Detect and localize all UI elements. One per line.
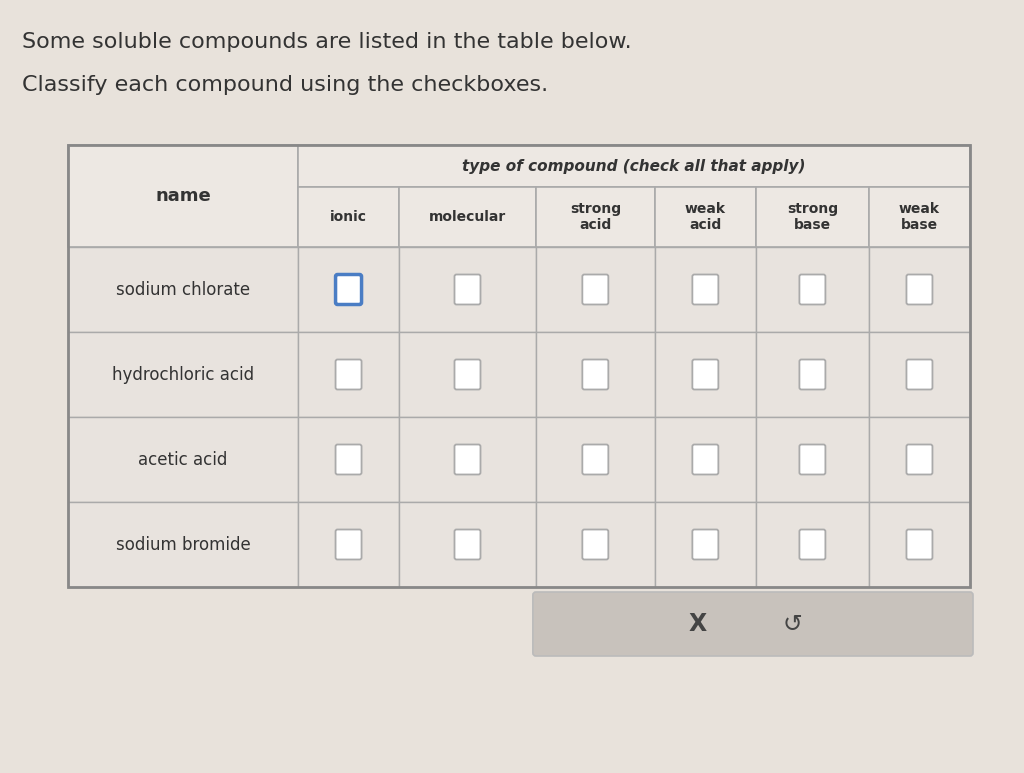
Bar <box>756 187 869 247</box>
Bar <box>68 502 298 587</box>
Bar <box>869 417 970 502</box>
Bar <box>298 417 399 502</box>
Bar <box>756 502 869 587</box>
Bar <box>68 145 298 247</box>
Bar <box>298 502 399 587</box>
FancyBboxPatch shape <box>455 274 480 305</box>
FancyBboxPatch shape <box>906 444 933 475</box>
Bar <box>654 247 756 332</box>
FancyBboxPatch shape <box>906 274 933 305</box>
Bar <box>536 502 654 587</box>
Text: X: X <box>689 612 707 636</box>
Bar <box>298 332 399 417</box>
Bar <box>68 417 298 502</box>
Bar <box>298 187 399 247</box>
Text: weak
base: weak base <box>899 202 940 232</box>
FancyBboxPatch shape <box>583 359 608 390</box>
FancyBboxPatch shape <box>692 444 719 475</box>
FancyBboxPatch shape <box>800 444 825 475</box>
Bar <box>399 502 536 587</box>
Text: ↺: ↺ <box>783 612 803 636</box>
Bar <box>399 187 536 247</box>
FancyBboxPatch shape <box>906 530 933 560</box>
Bar <box>756 332 869 417</box>
Bar <box>654 332 756 417</box>
Bar <box>68 332 298 417</box>
Text: molecular: molecular <box>429 210 506 224</box>
FancyBboxPatch shape <box>336 444 361 475</box>
Bar <box>869 247 970 332</box>
Bar <box>536 417 654 502</box>
FancyBboxPatch shape <box>455 530 480 560</box>
FancyBboxPatch shape <box>692 274 719 305</box>
FancyBboxPatch shape <box>336 359 361 390</box>
FancyBboxPatch shape <box>455 359 480 390</box>
FancyBboxPatch shape <box>906 359 933 390</box>
Bar <box>654 187 756 247</box>
FancyBboxPatch shape <box>336 274 361 305</box>
Bar <box>869 332 970 417</box>
Bar <box>68 247 298 332</box>
Text: weak
acid: weak acid <box>685 202 726 232</box>
FancyBboxPatch shape <box>800 359 825 390</box>
Bar <box>399 332 536 417</box>
Bar <box>399 417 536 502</box>
Text: type of compound (check all that apply): type of compound (check all that apply) <box>462 158 806 173</box>
Bar <box>399 247 536 332</box>
FancyBboxPatch shape <box>532 592 973 656</box>
Bar <box>68 145 970 587</box>
Text: strong
base: strong base <box>786 202 838 232</box>
FancyBboxPatch shape <box>800 274 825 305</box>
FancyBboxPatch shape <box>800 530 825 560</box>
Text: name: name <box>155 187 211 205</box>
Bar <box>654 417 756 502</box>
Bar <box>298 145 970 187</box>
Bar <box>869 502 970 587</box>
FancyBboxPatch shape <box>692 530 719 560</box>
Bar <box>536 332 654 417</box>
FancyBboxPatch shape <box>455 444 480 475</box>
FancyBboxPatch shape <box>583 530 608 560</box>
Bar <box>756 247 869 332</box>
FancyBboxPatch shape <box>583 274 608 305</box>
Bar <box>869 187 970 247</box>
Text: hydrochloric acid: hydrochloric acid <box>112 366 254 383</box>
Bar <box>536 187 654 247</box>
Text: sodium bromide: sodium bromide <box>116 536 251 553</box>
Bar <box>298 247 399 332</box>
FancyBboxPatch shape <box>336 530 361 560</box>
FancyBboxPatch shape <box>583 444 608 475</box>
Text: sodium chlorate: sodium chlorate <box>116 281 250 298</box>
Bar <box>654 502 756 587</box>
Text: ionic: ionic <box>330 210 367 224</box>
Bar <box>756 417 869 502</box>
Text: strong
acid: strong acid <box>569 202 621 232</box>
FancyBboxPatch shape <box>692 359 719 390</box>
Bar <box>536 247 654 332</box>
Text: Classify each compound using the checkboxes.: Classify each compound using the checkbo… <box>22 75 548 95</box>
Text: Some soluble compounds are listed in the table below.: Some soluble compounds are listed in the… <box>22 32 632 52</box>
Text: acetic acid: acetic acid <box>138 451 227 468</box>
